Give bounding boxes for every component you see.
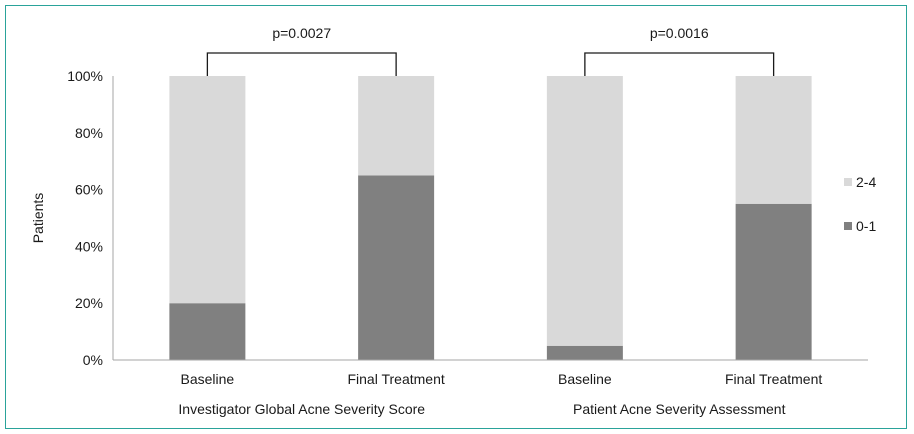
category-label: Baseline — [181, 371, 235, 387]
p-value-label: p=0.0027 — [272, 25, 331, 41]
category-labels: Baseline Final Treatment Baseline Final Tre… — [181, 371, 823, 387]
y-tick-label: 0% — [83, 352, 103, 368]
group-label: Investigator Global Acne Severity Score — [178, 401, 425, 417]
bars-layer — [169, 76, 812, 360]
category-label: Baseline — [558, 371, 612, 387]
group-labels: Investigator Global Acne Severity Score P… — [178, 401, 785, 417]
category-label: Final Treatment — [725, 371, 822, 387]
legend-label: 0-1 — [856, 218, 876, 234]
group-label: Patient Acne Severity Assessment — [573, 401, 786, 417]
legend-swatch — [844, 178, 852, 186]
significance-brackets: p=0.0027 p=0.0016 — [206, 25, 775, 76]
bar-segment-2-4 — [169, 76, 246, 304]
bar-segment-0-1 — [735, 203, 812, 360]
y-tick-label: 100% — [67, 68, 103, 84]
legend: 2-4 0-1 — [844, 174, 876, 234]
y-tick-label: 40% — [75, 238, 103, 254]
bar-segment-0-1 — [358, 175, 435, 360]
y-tick-labels: 0% 20% 40% 60% 80% 100% — [67, 68, 103, 368]
bar-segment-2-4 — [358, 76, 435, 176]
bar-segment-2-4 — [735, 76, 812, 204]
category-label: Final Treatment — [347, 371, 444, 387]
bar-segment-0-1 — [546, 345, 623, 360]
bar-segment-2-4 — [546, 76, 623, 346]
bar-segment-0-1 — [169, 303, 246, 360]
p-value-label: p=0.0016 — [650, 25, 709, 41]
y-axis-label: Patients — [30, 193, 46, 244]
significance-bracket — [584, 52, 775, 76]
legend-label: 2-4 — [856, 174, 876, 190]
y-tick-label: 20% — [75, 295, 103, 311]
y-tick-label: 80% — [75, 125, 103, 141]
significance-bracket — [206, 52, 397, 76]
y-tick-label: 60% — [75, 182, 103, 198]
legend-swatch — [844, 222, 852, 230]
